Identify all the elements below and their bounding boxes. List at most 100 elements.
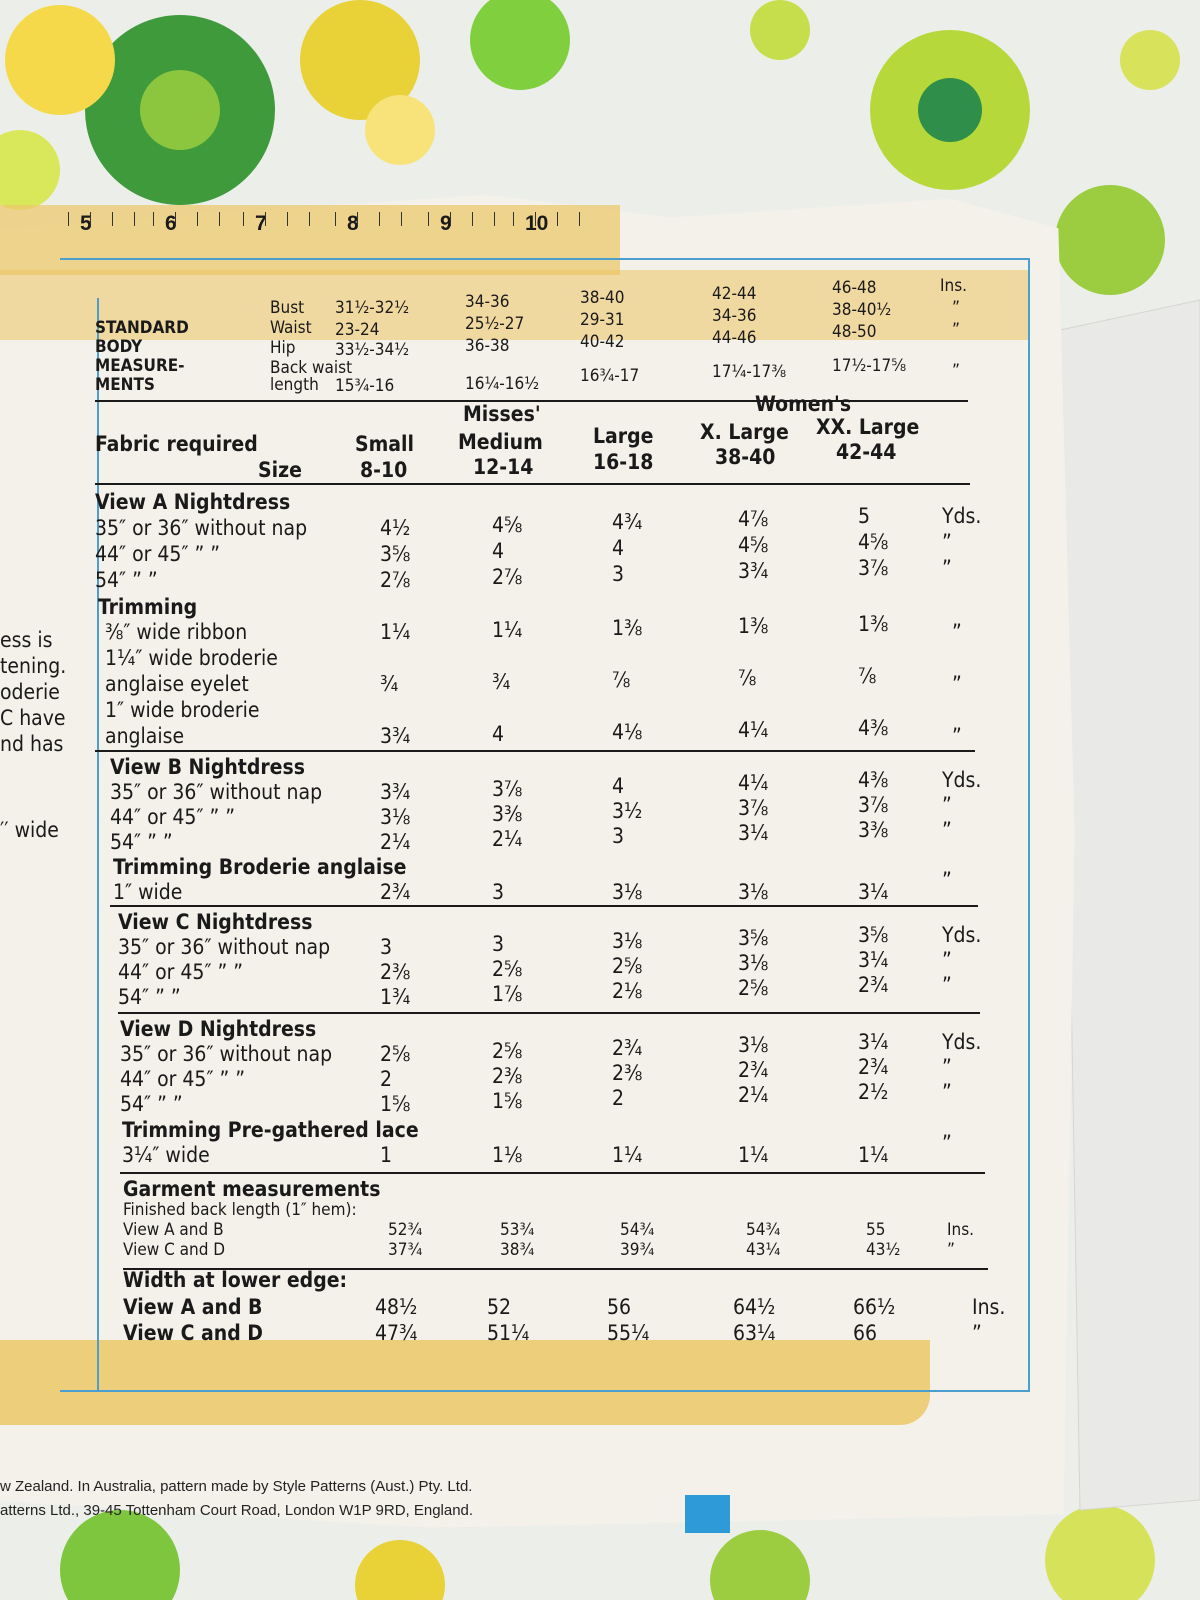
row-value: 4⅜ bbox=[858, 716, 889, 740]
row-value: 3⅞ bbox=[738, 796, 769, 820]
ruler-tick bbox=[287, 212, 288, 226]
row-value: 3⅞ bbox=[492, 777, 523, 801]
row-label: 35″ or 36″ without nap bbox=[95, 516, 308, 540]
row-value: 66 bbox=[853, 1321, 878, 1345]
row-value: 1¼ bbox=[858, 1143, 889, 1167]
row-value: 2¼ bbox=[492, 827, 523, 851]
row-value: 3¼ bbox=[858, 1030, 889, 1054]
row-value: 2¾ bbox=[738, 1058, 769, 1082]
row-value: 2⅝ bbox=[492, 1039, 523, 1063]
row-value: 37¾ bbox=[388, 1240, 423, 1260]
row-label: anglaise eyelet bbox=[105, 672, 249, 696]
row-value: 55¼ bbox=[607, 1321, 650, 1345]
measurement-value: 34-36 bbox=[465, 292, 510, 312]
row-value: 3 bbox=[612, 562, 625, 586]
row-value: 3¼ bbox=[738, 821, 769, 845]
ruler-tick bbox=[153, 212, 154, 226]
left-fragment-text: tening. bbox=[0, 654, 67, 678]
row-value: 2⅝ bbox=[612, 954, 643, 978]
row-label: View C and D bbox=[123, 1321, 263, 1345]
row-label: 44″ or 45″ ” ” bbox=[120, 1067, 246, 1091]
row-value: 2¾ bbox=[858, 1055, 889, 1079]
footer-line-2: atterns Ltd., 39-45 Tottenham Court Road… bbox=[0, 1502, 474, 1519]
row-value: 2¼ bbox=[738, 1083, 769, 1107]
row-value: ⅞ bbox=[738, 666, 757, 690]
table-border bbox=[60, 258, 1030, 1392]
left-fragment-text: oderie bbox=[0, 680, 60, 704]
unit-label: ” bbox=[942, 793, 952, 817]
blue-sticker bbox=[685, 1495, 730, 1533]
row-value: 38¾ bbox=[500, 1240, 535, 1260]
unit-label: ” bbox=[942, 973, 952, 997]
ruler-number: 8 bbox=[347, 212, 359, 235]
row-value: 4⅛ bbox=[612, 720, 643, 744]
row-value: 4¼ bbox=[738, 771, 769, 795]
tape-top bbox=[0, 205, 620, 275]
size-name: X. Large bbox=[700, 420, 789, 444]
row-label: View A and B bbox=[123, 1220, 224, 1240]
unit-label: ” bbox=[942, 1080, 952, 1104]
rule-line bbox=[110, 905, 978, 907]
ruler-tick bbox=[243, 212, 244, 226]
size-range: 12-14 bbox=[473, 455, 534, 479]
ruler-tick bbox=[68, 212, 69, 226]
row-value: 2 bbox=[380, 1067, 393, 1091]
unit-label: ” bbox=[942, 818, 952, 842]
row-value: 4½ bbox=[380, 516, 411, 540]
row-value: 4⅞ bbox=[738, 507, 769, 531]
measurement-value: 33½-34½ bbox=[335, 340, 410, 360]
row-value: 3⅜ bbox=[858, 818, 889, 842]
row-value: 3 bbox=[380, 935, 393, 959]
flower-top-left bbox=[0, 0, 570, 210]
ruler-tick bbox=[379, 212, 380, 226]
left-fragment-text: ess is bbox=[0, 628, 53, 652]
row-value: 3⅞ bbox=[858, 793, 889, 817]
unit-label: Ins. bbox=[940, 276, 968, 296]
row-value: 54¾ bbox=[620, 1220, 655, 1240]
row-value: ¾ bbox=[380, 672, 399, 696]
size-range: 16-18 bbox=[593, 450, 654, 474]
row-label: 35″ or 36″ without nap bbox=[110, 780, 323, 804]
ruler-tick bbox=[535, 212, 536, 226]
measurement-value: 40-42 bbox=[580, 332, 625, 352]
measurement-value: 42-44 bbox=[712, 284, 757, 304]
size-range: 38-40 bbox=[715, 445, 776, 469]
row-value: 4 bbox=[492, 539, 505, 563]
unit-label: ” bbox=[952, 298, 960, 318]
ruler-tick bbox=[579, 212, 580, 226]
row-label: 54″ ” ” bbox=[95, 568, 158, 592]
row-value: 2⅜ bbox=[380, 960, 411, 984]
measurement-name: Back waist bbox=[270, 358, 353, 378]
unit-label: ” bbox=[942, 1055, 952, 1079]
size-range: 8-10 bbox=[360, 458, 408, 482]
row-value: 3⅝ bbox=[380, 542, 411, 566]
row-value: 3⅛ bbox=[380, 805, 411, 829]
view-b-trimming-heading: Trimming Broderie anglaise bbox=[113, 855, 407, 879]
ruler-tick bbox=[175, 212, 176, 226]
ruler-tick bbox=[494, 212, 495, 226]
ruler-number: 7 bbox=[255, 212, 267, 235]
ruler-tick bbox=[90, 212, 91, 226]
ruler-number: 9 bbox=[440, 212, 452, 235]
measurement-value: 34-36 bbox=[712, 306, 757, 326]
ruler-tick bbox=[309, 212, 310, 226]
row-value: 3⅝ bbox=[738, 926, 769, 950]
view-d-title: View D Nightdress bbox=[120, 1017, 317, 1041]
row-label: 54″ ” ” bbox=[120, 1092, 183, 1116]
ruler-tick bbox=[219, 212, 220, 226]
unit-label: ” bbox=[947, 1240, 955, 1260]
measurement-value: 29-31 bbox=[580, 310, 625, 330]
measurement-value: 16¼-16½ bbox=[465, 374, 540, 394]
ruler-number: 10 bbox=[525, 212, 549, 235]
unit-label: Yds. bbox=[942, 768, 982, 792]
row-value: 2⅛ bbox=[612, 979, 643, 1003]
row-value: ¾ bbox=[492, 670, 511, 694]
row-value: 2¾ bbox=[858, 973, 889, 997]
unit-label: Yds. bbox=[942, 923, 982, 947]
unit-label: ” bbox=[952, 724, 962, 748]
row-value: 43½ bbox=[866, 1240, 901, 1260]
row-value: 1⅜ bbox=[738, 614, 769, 638]
row-value: 2¼ bbox=[380, 830, 411, 854]
row-value: 3 bbox=[492, 932, 505, 956]
row-value: 52 bbox=[487, 1295, 512, 1319]
